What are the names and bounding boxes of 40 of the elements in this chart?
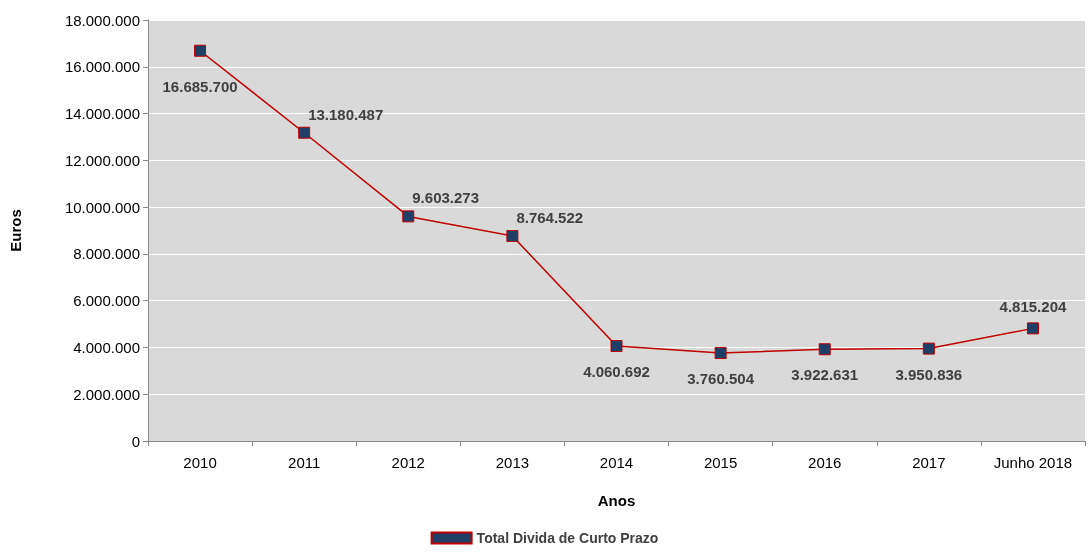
point	[298, 126, 311, 139]
x-tick-label: 2013	[495, 454, 530, 471]
data-label: 9.603.273	[412, 189, 480, 207]
y-tick-label: 6.000.000	[73, 292, 140, 310]
data-label: 3.922.631	[791, 366, 859, 384]
x-tick-label: 2016	[808, 454, 842, 471]
point	[1026, 322, 1039, 335]
point	[610, 340, 623, 353]
point	[194, 44, 207, 57]
point	[818, 343, 831, 356]
y-tick-label: 16.000.000	[64, 58, 140, 76]
y-tick-label: 14.000.000	[64, 105, 140, 123]
point	[402, 210, 415, 223]
y-tick-label: 18.000.000	[64, 11, 140, 29]
point	[506, 230, 519, 243]
data-label: 3.950.836	[895, 365, 963, 383]
legend-label: Total Divida de Curto Prazo	[476, 530, 659, 546]
x-axis-title: Anos	[597, 492, 636, 509]
data-label: 4.815.204	[999, 298, 1067, 316]
x-tick-label: 2014	[599, 454, 634, 471]
y-axis-title: Euros	[7, 209, 24, 252]
point	[922, 342, 935, 355]
x-tick-label: 2012	[391, 454, 425, 471]
y-tick-label: 0	[131, 432, 140, 450]
data-label: 4.060.692	[583, 363, 650, 381]
data-label: 3.760.504	[687, 370, 755, 388]
y-tick-label: 12.000.000	[64, 151, 140, 169]
x-tick-label: 2015	[703, 454, 738, 471]
y-tick-label: 2.000.000	[73, 385, 140, 403]
y-tick-label: 8.000.000	[73, 245, 140, 263]
x-tick-label: 2017	[912, 454, 946, 471]
y-tick-label: 4.000.000	[73, 338, 140, 356]
data-label: 13.180.487	[308, 105, 384, 123]
x-tick-label: Junho 2018	[993, 454, 1073, 471]
y-tick-label: 10.000.000	[64, 198, 140, 216]
data-label: 16.685.700	[162, 77, 238, 95]
point	[714, 347, 727, 360]
x-tick-label: 2011	[288, 454, 321, 471]
data-label: 8.764.522	[516, 209, 584, 227]
x-tick-label: 2010	[183, 454, 217, 471]
